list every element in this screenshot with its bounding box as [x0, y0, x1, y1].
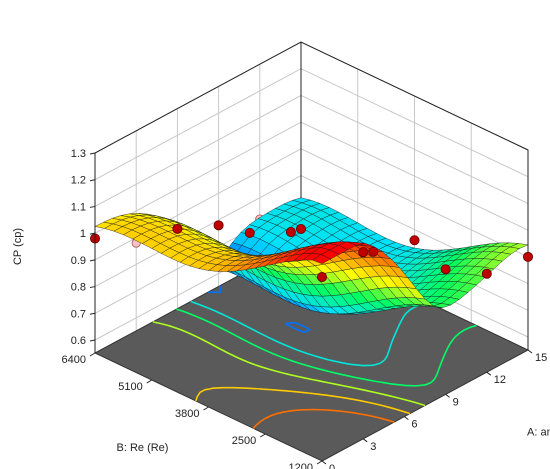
z-tick-label: 0.6	[71, 335, 86, 347]
design-point	[244, 227, 255, 238]
z-tick-label: 0.8	[71, 282, 86, 294]
y-tick-mark	[316, 460, 323, 465]
z-tick-label: 0.9	[71, 255, 86, 267]
design-point	[368, 246, 379, 257]
y-tick-mark	[146, 379, 153, 384]
design-point	[481, 268, 492, 279]
floor-contour	[152, 321, 426, 407]
z-tick-label: 1.3	[71, 148, 86, 160]
y-tick-label: 6400	[62, 354, 86, 366]
x-tick-label: 0	[329, 463, 335, 469]
z-tick-mark	[89, 339, 96, 342]
z-axis-label: CP (cp)	[12, 228, 24, 265]
design-point	[523, 251, 534, 262]
y-tick-mark	[259, 433, 266, 438]
x-tick-mark	[362, 438, 368, 443]
z-tick-mark	[89, 179, 96, 182]
y-tick-label: 1200	[289, 462, 313, 469]
z-tick-mark	[89, 232, 96, 235]
design-point	[295, 223, 306, 234]
x-tick-mark	[527, 349, 533, 354]
z-tick-mark	[89, 286, 96, 289]
design-point	[358, 247, 369, 258]
design-point	[213, 220, 224, 231]
x-tick-label: 9	[453, 396, 459, 408]
x-tick-mark	[321, 460, 327, 465]
floor-contour	[176, 308, 477, 387]
y-tick-mark	[89, 352, 96, 357]
x-tick-label: 15	[535, 352, 547, 364]
y-tick-label: 3800	[175, 408, 199, 420]
z-tick-mark	[89, 259, 96, 262]
z-tick-label: 0.7	[71, 308, 86, 320]
x-tick-label: 6	[411, 419, 417, 431]
x-tick-mark	[486, 371, 492, 376]
z-tick-mark	[89, 312, 96, 315]
x-tick-mark	[445, 393, 450, 398]
y-axis-label: B: Re (Re)	[117, 442, 169, 454]
design-point	[409, 235, 420, 246]
back-grid-line	[94, 41, 529, 154]
z-tick-mark	[89, 152, 96, 155]
y-tick-label: 5100	[118, 381, 142, 393]
design-point	[316, 272, 327, 283]
back-grid-line	[94, 94, 529, 207]
floor-contour	[195, 386, 411, 415]
surface-patch	[311, 254, 332, 264]
design-point	[172, 223, 183, 234]
z-tick-label: 1.2	[71, 175, 86, 187]
y-tick-label: 2500	[232, 435, 256, 447]
x-tick-label: 3	[370, 441, 376, 453]
axis-ticks: 0.6 0.7 0.8 0.9 1 1.1 1.2 1.3 0 3 6 9 12 15 1200 2500 38…	[62, 148, 548, 469]
y-tick-mark	[203, 406, 209, 411]
design-point	[285, 227, 296, 238]
design-point	[440, 264, 451, 275]
z-tick-label: 1.1	[71, 201, 86, 213]
contour-floor	[93, 241, 530, 462]
floor-contour	[252, 408, 395, 429]
x-tick-mark	[404, 416, 409, 421]
floor-contour	[208, 285, 311, 334]
z-tick-mark	[89, 205, 96, 208]
floor-contour	[190, 300, 430, 367]
design-points-above	[90, 220, 534, 283]
x-tick-label: 12	[494, 374, 506, 386]
z-tick-label: 1	[80, 228, 86, 240]
back-grid-line	[94, 68, 529, 181]
x-axis-label: A: angel (°)	[527, 427, 550, 439]
response-surface	[94, 197, 529, 315]
